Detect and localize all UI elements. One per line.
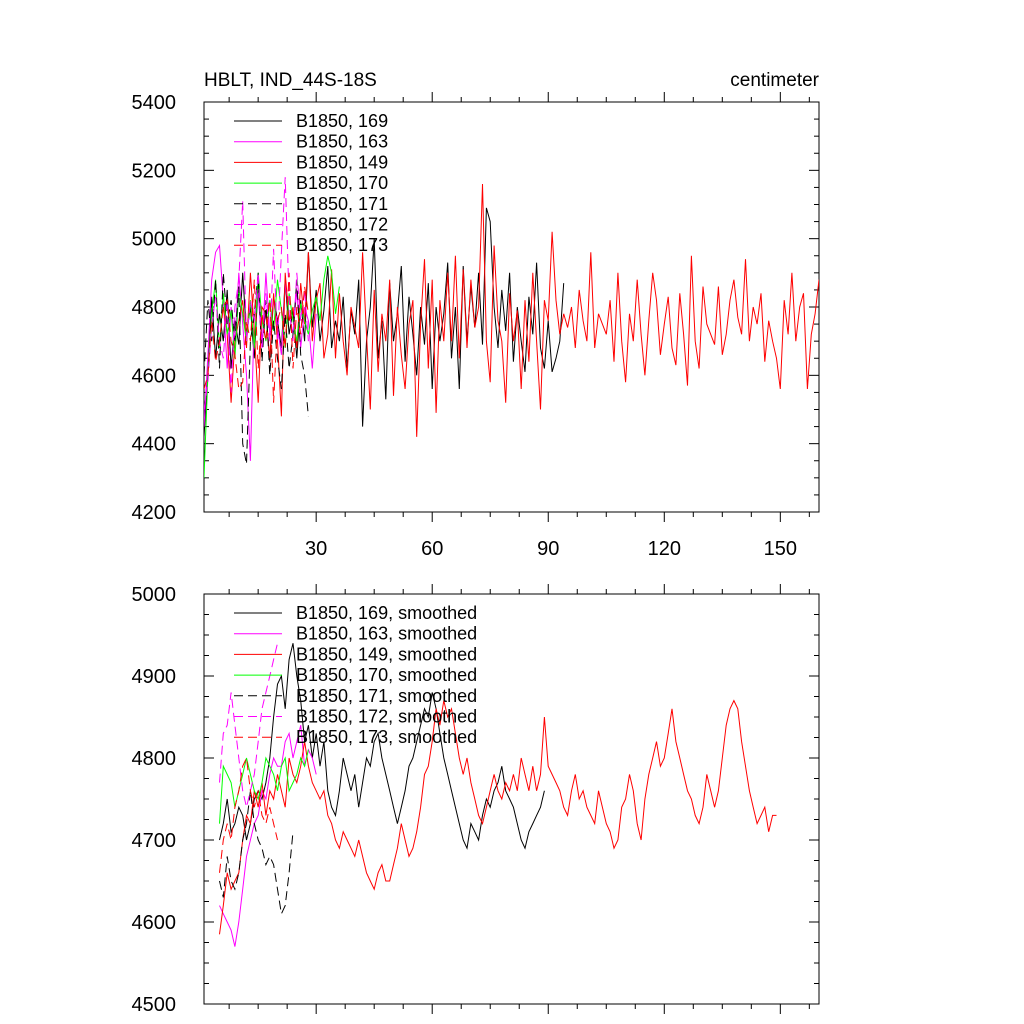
y-tick-label: 4200 <box>132 502 177 524</box>
series-group <box>219 643 777 947</box>
legend-label: B1850, 173 <box>296 235 388 255</box>
y-tick-label: 5200 <box>132 160 177 182</box>
series-line-5 <box>219 643 278 808</box>
top-panel-raw: 4200 4400 4600 4800 5000 5200 5400 30 60 90 120 150… <box>132 92 820 560</box>
x-tick-label: 90 <box>537 538 559 560</box>
bottom-panel-smoothed: 4500 4600 4700 4800 4900 5000 B1850, 169, smoo… <box>132 584 820 1016</box>
legend-label: B1850, 149 <box>296 152 388 172</box>
series-line-6 <box>204 272 309 403</box>
y-tick-label: 4800 <box>132 297 177 319</box>
y-tick-label: 5400 <box>132 92 177 114</box>
legend-label: B1850, 170 <box>296 173 388 193</box>
y-tick-label: 4700 <box>132 830 177 852</box>
legend-label: B1850, 169 <box>296 111 388 131</box>
legend-label: B1850, 149, smoothed <box>296 644 477 664</box>
legend-label: B1850, 170, smoothed <box>296 665 477 685</box>
series-line-5 <box>204 177 309 410</box>
series-line-0 <box>219 643 545 850</box>
legend-label: B1850, 169, smoothed <box>296 603 477 623</box>
series-line-6 <box>219 756 278 873</box>
units-label: centimeter <box>730 70 819 91</box>
chart-title: HBLT, IND_44S-18S <box>204 70 377 91</box>
legend-label: B1850, 163, smoothed <box>296 624 477 644</box>
series-group <box>204 177 819 478</box>
series-line-3 <box>204 255 340 478</box>
y-tick-label: 4600 <box>132 912 177 934</box>
x-tick-label: 150 <box>764 538 797 560</box>
legend-label: B1850, 172 <box>296 215 388 235</box>
x-tick-label: 30 <box>305 538 327 560</box>
x-tick-label: 60 <box>421 538 443 560</box>
y-tick-label: 5000 <box>132 229 177 251</box>
series-line-3 <box>219 749 309 824</box>
legend-label: B1850, 171 <box>296 194 388 214</box>
series-line-1 <box>219 725 317 947</box>
series-line-2 <box>222 183 819 437</box>
y-tick-label: 4800 <box>132 748 177 770</box>
y-tick-label: 4900 <box>132 666 177 688</box>
y-tick-label: 4400 <box>132 434 177 456</box>
y-tick-label: 4600 <box>132 365 177 387</box>
series-line-4 <box>219 790 294 916</box>
y-tick-label: 5000 <box>132 584 177 606</box>
series-line-2 <box>219 699 777 935</box>
legend-label: B1850, 163 <box>296 132 388 152</box>
x-tick-label: 120 <box>648 538 681 560</box>
legend-label: B1850, 171, smoothed <box>296 686 477 706</box>
legend-label: B1850, 172, smoothed <box>296 707 477 727</box>
y-tick-label: 4500 <box>132 994 177 1016</box>
legend-label: B1850, 173, smoothed <box>296 727 477 747</box>
